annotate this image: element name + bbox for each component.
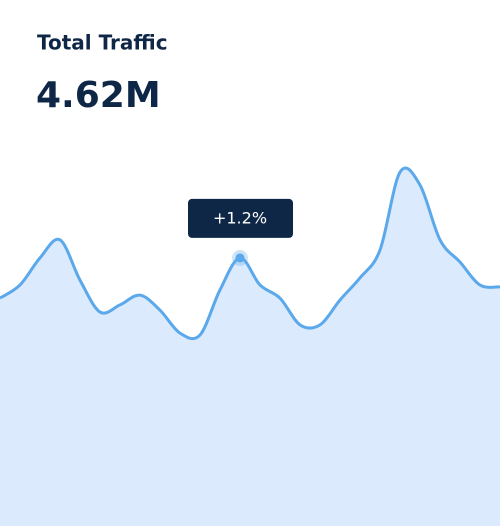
total-value: 4.62M [36,75,161,116]
chart-title: Total Traffic [37,31,168,55]
tooltip-box [188,198,293,238]
area-fill [0,168,500,526]
line [0,166,500,341]
point [235,253,245,263]
tooltip-label: +1.2% [213,208,267,227]
